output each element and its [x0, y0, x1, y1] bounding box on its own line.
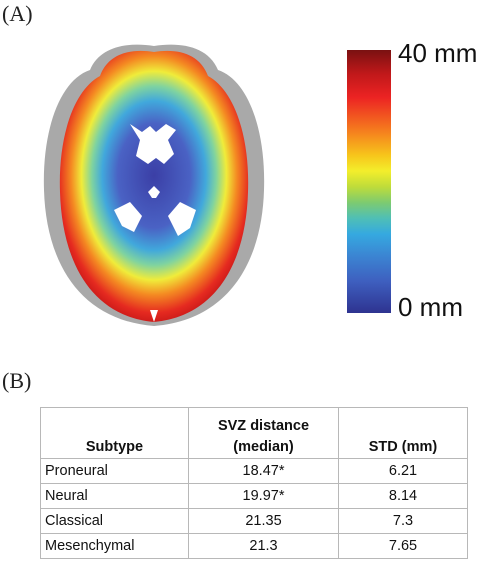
ventricle-left — [114, 202, 142, 232]
cell-median: 21.3 — [188, 533, 339, 559]
table-row: Classical 21.35 7.3 — [40, 508, 468, 534]
cell-median: 18.47* — [188, 458, 339, 484]
header-std: STD (mm) — [338, 407, 468, 459]
table-row: Proneural 18.47* 6.21 — [40, 458, 468, 484]
cell-subtype: Proneural — [40, 458, 189, 484]
ventricle-frontal — [130, 124, 176, 164]
cell-std: 7.3 — [338, 508, 468, 534]
table-row: Neural 19.97* 8.14 — [40, 483, 468, 509]
header-subtype: Subtype — [40, 407, 189, 459]
cell-median: 21.35 — [188, 508, 339, 534]
colorbar-max-label: 40 mm — [398, 38, 478, 68]
svz-distance-table: Subtype SVZ distance (median) STD (mm) P… — [40, 407, 468, 559]
panel-b-label: (B) — [2, 368, 32, 393]
colorbar-min-label: 0 mm — [398, 292, 463, 322]
ventricle-third — [148, 186, 160, 198]
brain-distance-map — [43, 44, 265, 327]
cell-median: 19.97* — [188, 483, 339, 509]
brain-midline — [150, 310, 158, 322]
table-header-row: Subtype SVZ distance (median) STD (mm) — [40, 407, 468, 459]
header-svz-distance: SVZ distance (median) — [188, 407, 339, 459]
cell-std: 6.21 — [338, 458, 468, 484]
cell-subtype: Neural — [40, 483, 189, 509]
ventricle-right — [168, 202, 196, 236]
panel-a-label: (A) — [2, 1, 33, 26]
table-row: Mesenchymal 21.3 7.65 — [40, 533, 468, 559]
cell-subtype: Mesenchymal — [40, 533, 189, 559]
cell-std: 7.65 — [338, 533, 468, 559]
distance-colorbar — [347, 50, 391, 313]
cell-subtype: Classical — [40, 508, 189, 534]
cell-std: 8.14 — [338, 483, 468, 509]
